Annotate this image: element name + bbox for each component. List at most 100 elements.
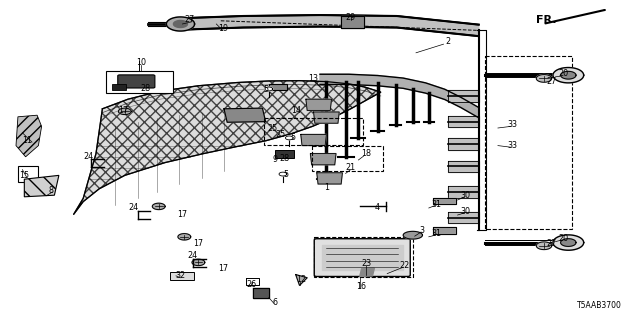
Polygon shape — [152, 203, 165, 210]
Text: 13: 13 — [308, 74, 319, 83]
FancyArrowPatch shape — [545, 10, 605, 23]
Text: 17: 17 — [177, 210, 188, 219]
Text: 12: 12 — [296, 276, 306, 284]
Bar — [314, 237, 413, 277]
Bar — [18, 166, 38, 182]
Polygon shape — [224, 108, 266, 122]
Text: 31: 31 — [431, 229, 442, 238]
Text: 11: 11 — [22, 136, 32, 145]
FancyBboxPatch shape — [118, 75, 155, 88]
Text: 17: 17 — [218, 264, 228, 273]
FancyBboxPatch shape — [314, 239, 410, 276]
Polygon shape — [322, 245, 403, 270]
Text: 28: 28 — [140, 84, 150, 93]
Text: 31: 31 — [431, 200, 442, 209]
Bar — [312, 146, 383, 171]
Polygon shape — [265, 87, 273, 91]
Text: 25: 25 — [267, 124, 277, 133]
Polygon shape — [448, 116, 479, 127]
Text: 23: 23 — [362, 259, 372, 268]
Polygon shape — [314, 112, 339, 123]
Polygon shape — [16, 115, 42, 157]
Text: 17: 17 — [193, 239, 204, 248]
Polygon shape — [448, 90, 479, 102]
Text: 10: 10 — [136, 58, 146, 67]
Polygon shape — [553, 68, 584, 83]
Polygon shape — [253, 288, 269, 298]
Polygon shape — [74, 81, 381, 214]
Text: 27: 27 — [547, 77, 557, 86]
Polygon shape — [173, 20, 188, 28]
Text: 24: 24 — [83, 152, 93, 161]
Text: 19: 19 — [218, 24, 228, 33]
Text: 33: 33 — [507, 141, 517, 150]
Polygon shape — [433, 227, 456, 234]
Text: 16: 16 — [356, 282, 367, 291]
Polygon shape — [448, 212, 479, 223]
Polygon shape — [320, 74, 479, 118]
Bar — [170, 272, 194, 280]
Text: 30: 30 — [461, 191, 471, 200]
Text: 4: 4 — [375, 204, 380, 212]
Polygon shape — [166, 17, 195, 31]
Text: 9: 9 — [273, 156, 278, 164]
Polygon shape — [403, 231, 422, 239]
Polygon shape — [279, 172, 287, 176]
Text: 27: 27 — [547, 239, 557, 248]
Text: 27: 27 — [184, 15, 195, 24]
Polygon shape — [192, 259, 205, 266]
Polygon shape — [341, 16, 364, 28]
Text: 26: 26 — [246, 280, 257, 289]
Text: 25: 25 — [275, 130, 285, 139]
Text: 28: 28 — [280, 154, 290, 163]
Text: 17: 17 — [118, 106, 128, 115]
Bar — [112, 84, 126, 90]
Text: 18: 18 — [361, 149, 371, 158]
Text: 14: 14 — [291, 106, 301, 115]
Text: 21: 21 — [346, 164, 356, 172]
Polygon shape — [118, 108, 131, 115]
Text: 24: 24 — [187, 252, 197, 260]
Text: 5: 5 — [284, 170, 289, 179]
Bar — [264, 118, 363, 145]
Polygon shape — [536, 242, 552, 250]
Polygon shape — [310, 154, 336, 165]
Text: 20: 20 — [558, 234, 568, 243]
Polygon shape — [536, 75, 552, 82]
Bar — [485, 56, 572, 229]
Text: 24: 24 — [128, 203, 138, 212]
Polygon shape — [433, 198, 456, 204]
Polygon shape — [180, 15, 479, 36]
Text: 5: 5 — [291, 133, 296, 142]
Text: 30: 30 — [461, 207, 471, 216]
Polygon shape — [317, 173, 342, 184]
Text: T5AAB3700: T5AAB3700 — [577, 301, 622, 310]
Text: 33: 33 — [507, 120, 517, 129]
Text: FR.: FR. — [536, 15, 557, 25]
Polygon shape — [24, 175, 59, 197]
Text: 2: 2 — [445, 37, 451, 46]
Bar — [106, 71, 173, 93]
Polygon shape — [561, 239, 576, 246]
Polygon shape — [448, 138, 479, 150]
Polygon shape — [306, 99, 332, 110]
Text: 15: 15 — [19, 172, 29, 180]
Bar — [269, 84, 287, 90]
Polygon shape — [561, 71, 576, 79]
Text: 8: 8 — [49, 186, 54, 195]
Text: 32: 32 — [175, 271, 186, 280]
Text: 22: 22 — [399, 261, 410, 270]
Polygon shape — [301, 134, 326, 146]
Text: 5: 5 — [263, 85, 268, 94]
Polygon shape — [296, 275, 307, 285]
Polygon shape — [553, 235, 584, 250]
Text: 20: 20 — [558, 69, 568, 78]
Text: 1: 1 — [324, 183, 329, 192]
Text: 29: 29 — [346, 13, 356, 22]
Polygon shape — [360, 268, 374, 276]
Text: 3: 3 — [420, 226, 425, 235]
Text: 6: 6 — [273, 298, 278, 307]
Polygon shape — [285, 136, 293, 140]
Polygon shape — [448, 161, 479, 172]
Polygon shape — [178, 234, 191, 240]
